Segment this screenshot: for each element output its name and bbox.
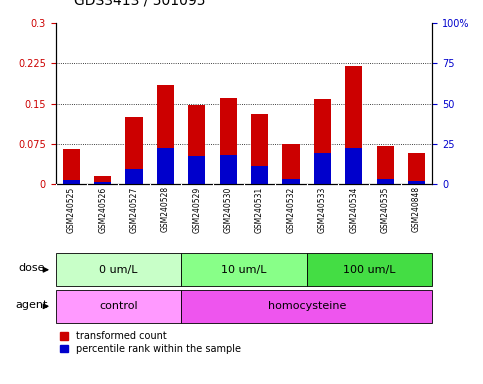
- Text: 100 um/L: 100 um/L: [343, 265, 396, 275]
- Bar: [377, 179, 394, 184]
- Text: GDS3413 / 501095: GDS3413 / 501095: [74, 0, 206, 8]
- Bar: [345, 148, 362, 184]
- Bar: [94, 176, 111, 184]
- Text: GSM240530: GSM240530: [224, 186, 233, 233]
- Text: GSM240527: GSM240527: [129, 186, 139, 233]
- Bar: [314, 153, 331, 184]
- Text: homocysteine: homocysteine: [268, 301, 346, 311]
- Text: GSM240532: GSM240532: [286, 186, 296, 233]
- Text: agent: agent: [15, 300, 48, 310]
- Text: 10 um/L: 10 um/L: [221, 265, 267, 275]
- Bar: [188, 105, 205, 184]
- Text: GSM240531: GSM240531: [255, 186, 264, 233]
- Bar: [63, 180, 80, 184]
- Bar: [181, 290, 432, 323]
- Bar: [63, 149, 80, 184]
- Bar: [408, 153, 425, 184]
- Bar: [283, 179, 299, 184]
- Text: GSM240525: GSM240525: [67, 186, 76, 233]
- Bar: [126, 117, 142, 184]
- Text: GSM240535: GSM240535: [381, 186, 390, 233]
- Text: control: control: [99, 301, 138, 311]
- Bar: [251, 114, 268, 184]
- Text: GSM240534: GSM240534: [349, 186, 358, 233]
- Text: 0 um/L: 0 um/L: [99, 265, 138, 275]
- Bar: [283, 144, 299, 184]
- Text: GSM240529: GSM240529: [192, 186, 201, 233]
- Bar: [307, 253, 432, 286]
- Bar: [408, 180, 425, 184]
- Text: GSM240533: GSM240533: [318, 186, 327, 233]
- Bar: [314, 99, 331, 184]
- Bar: [157, 148, 174, 184]
- Bar: [94, 182, 111, 184]
- Bar: [157, 85, 174, 184]
- Bar: [377, 146, 394, 184]
- Text: GSM240848: GSM240848: [412, 186, 421, 232]
- Bar: [345, 66, 362, 184]
- Bar: [188, 156, 205, 184]
- Bar: [220, 155, 237, 184]
- Legend: transformed count, percentile rank within the sample: transformed count, percentile rank withi…: [60, 331, 241, 354]
- Bar: [56, 253, 181, 286]
- Bar: [181, 253, 307, 286]
- Bar: [126, 169, 142, 184]
- Bar: [251, 166, 268, 184]
- Text: GSM240528: GSM240528: [161, 186, 170, 232]
- Bar: [56, 290, 181, 323]
- Bar: [220, 98, 237, 184]
- Text: dose: dose: [19, 263, 45, 273]
- Text: GSM240526: GSM240526: [98, 186, 107, 233]
